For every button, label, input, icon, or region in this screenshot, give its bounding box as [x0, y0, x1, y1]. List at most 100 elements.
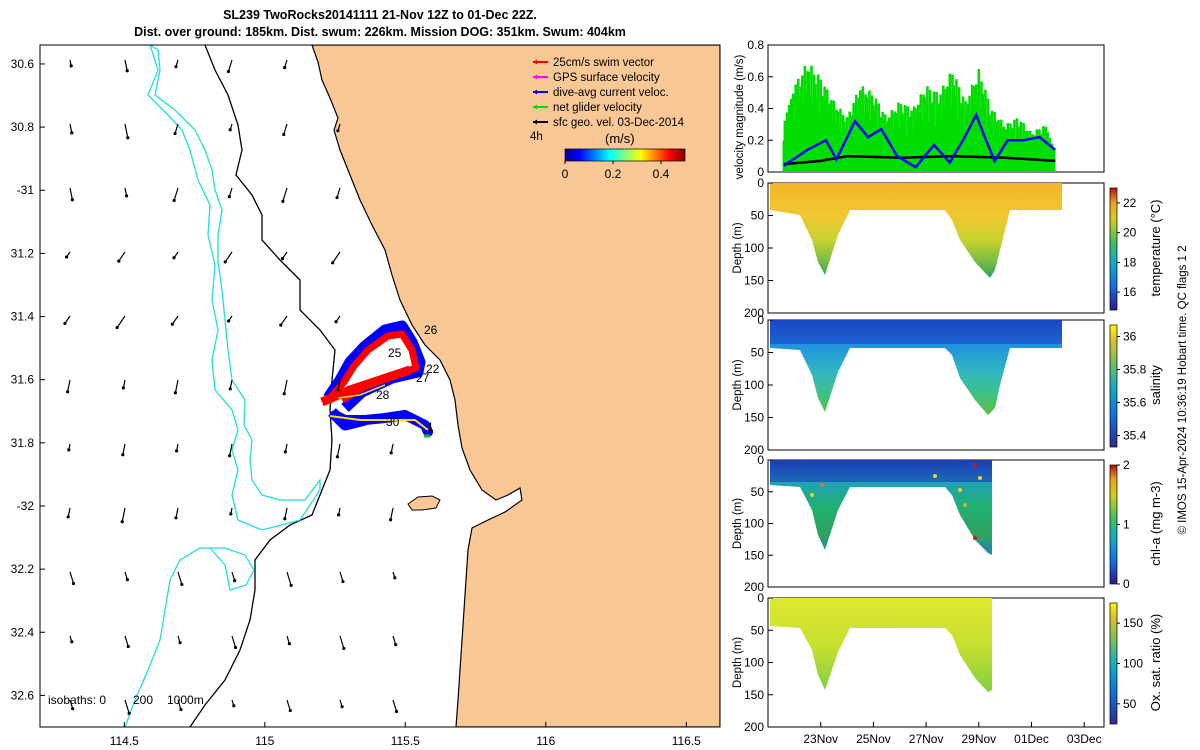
- velocity-vector-head: [227, 194, 231, 199]
- colorbar-tick-label: 2: [1123, 458, 1130, 472]
- lon-tick-label: 116: [536, 734, 555, 748]
- velocity-vector: [339, 571, 344, 582]
- chlorophyll-section: [767, 459, 1105, 588]
- colorbar-tick-label: 36: [1123, 330, 1137, 344]
- legend-label: sfc geo. vel. 03-Dec-2014: [553, 117, 685, 129]
- section-colorbar: [1109, 602, 1118, 725]
- velocity-vector-head: [228, 128, 232, 132]
- chlorophyll-field: [770, 460, 992, 555]
- velocity-vector-head: [227, 319, 231, 323]
- velocity-vector: [173, 187, 179, 201]
- velocity-vector-head: [223, 260, 227, 264]
- velocity-vector-head: [335, 195, 339, 200]
- time-tick-label: 23Nov: [803, 732, 838, 746]
- colorbar-tick-label: 150: [1123, 616, 1143, 630]
- lon-tick-label: 115: [255, 734, 274, 748]
- velocity-vector-head: [340, 705, 344, 709]
- velocity-vector-head: [67, 448, 71, 452]
- velocity-vector-head: [125, 69, 129, 73]
- colorbar-tick-label: 0: [1123, 577, 1130, 591]
- velocity-vector-head: [226, 69, 231, 74]
- velocity-vector: [177, 571, 183, 585]
- isobath-1000m: [124, 45, 321, 727]
- velocity-vector-head: [174, 65, 178, 69]
- velocity-vector: [336, 187, 341, 198]
- legend-arrowhead: [533, 89, 537, 95]
- colorbar-tick-label: 16: [1123, 285, 1137, 299]
- velocity-vector: [392, 699, 398, 712]
- velocity-vector-head: [125, 578, 129, 582]
- velocity-vector: [280, 315, 288, 326]
- velocity-vector-head: [283, 517, 287, 521]
- map-panel: 26 25 22 27 28 30 1 isobaths: 0 200 1000…: [11, 44, 721, 748]
- depth-tick-label: 0: [757, 313, 764, 327]
- isobath-200-label: 200: [133, 693, 153, 707]
- velocity-vector-head: [283, 450, 288, 454]
- velocity-vector: [124, 59, 128, 71]
- lat-tick-label: 30.8: [11, 120, 35, 134]
- colorbar-tick-label: 35.8: [1123, 363, 1147, 377]
- velocity-vector-head: [394, 709, 399, 714]
- time-axis: 23Nov 25Nov 27Nov 29Nov 01Dec 03Dec: [803, 722, 1102, 746]
- temperature-field: [770, 183, 1062, 278]
- velocity-vector-head: [282, 392, 286, 396]
- colorbar-tick-label: 100: [1123, 657, 1143, 671]
- velocity-vector-head: [127, 711, 131, 715]
- legend-arrowhead: [533, 74, 537, 80]
- isobaths-label: isobaths: 0: [48, 693, 106, 707]
- section-colorbar: [1109, 187, 1118, 311]
- velocity-vector-head: [229, 512, 233, 516]
- depth-tick-label: 50: [751, 209, 765, 223]
- lat-tick-label: 31.6: [11, 373, 35, 387]
- depth-tick-label: 50: [751, 623, 765, 637]
- glider-track: [320, 320, 433, 438]
- track-label-28: 28: [376, 388, 390, 402]
- velocity-vector: [174, 123, 179, 134]
- velocity-ytick-label: 0.4: [747, 102, 764, 116]
- velocity-vector-head: [66, 515, 70, 519]
- velocity-vector-head: [281, 199, 285, 203]
- time-tick-label: 27Nov: [909, 732, 944, 746]
- velocity-vector-head: [228, 454, 232, 458]
- velocity-vector-head: [282, 132, 286, 137]
- velocity-vector-head: [283, 66, 287, 70]
- velocity-vector-head: [287, 642, 291, 646]
- legend-arrowhead: [533, 104, 537, 110]
- velocity-vector: [224, 251, 233, 263]
- velocity-vector: [124, 699, 130, 714]
- legend-label: dive-avg current veloc.: [553, 87, 669, 99]
- time-tick-label: 29Nov: [961, 732, 996, 746]
- velocity-vector-head: [336, 388, 340, 392]
- velocity-vector: [286, 571, 292, 586]
- temperature-section: [767, 182, 1105, 314]
- velocity-vector: [124, 635, 129, 647]
- depth-ylabel: Depth (m): [732, 637, 744, 688]
- velocity-vector-head: [337, 513, 341, 517]
- lat-tick-label: 32.4: [11, 625, 35, 639]
- velocity-vector-head: [121, 386, 126, 390]
- land-area: [311, 45, 720, 727]
- section-axes: 0 50 100 150 200 Depth (m) 0 50 100 150 200 Depth (…: [732, 176, 773, 734]
- velocity-vector-head: [334, 320, 338, 324]
- depth-tick-label: 200: [744, 443, 764, 457]
- colorbar-label: temperature (°C): [1148, 200, 1163, 297]
- velocity-vector: [121, 507, 126, 522]
- oxygen-field: [770, 598, 992, 692]
- velocity-vector: [67, 379, 71, 392]
- latitude-axis: 30.6 30.8 -31 31.2 31.4 31.6 31.8 -32 32.2 32.4 32…: [11, 57, 45, 702]
- velocity-vector-head: [126, 136, 130, 140]
- section-colorbar: [1109, 324, 1118, 448]
- section-colorbar: [1109, 464, 1118, 585]
- lat-tick-label: -31: [17, 183, 35, 197]
- colorbar-label: chl-a (mg m-3): [1148, 481, 1163, 566]
- depth-tick-label: 150: [744, 688, 764, 702]
- velocity-vector-head: [170, 322, 174, 326]
- track-label-22: 22: [426, 362, 440, 376]
- time-tick-label: 25Nov: [856, 732, 891, 746]
- lat-tick-label: 32.6: [11, 688, 35, 702]
- depth-tick-label: 100: [744, 378, 764, 392]
- lat-tick-label: 31.4: [11, 310, 35, 324]
- depth-tick-label: 150: [744, 274, 764, 288]
